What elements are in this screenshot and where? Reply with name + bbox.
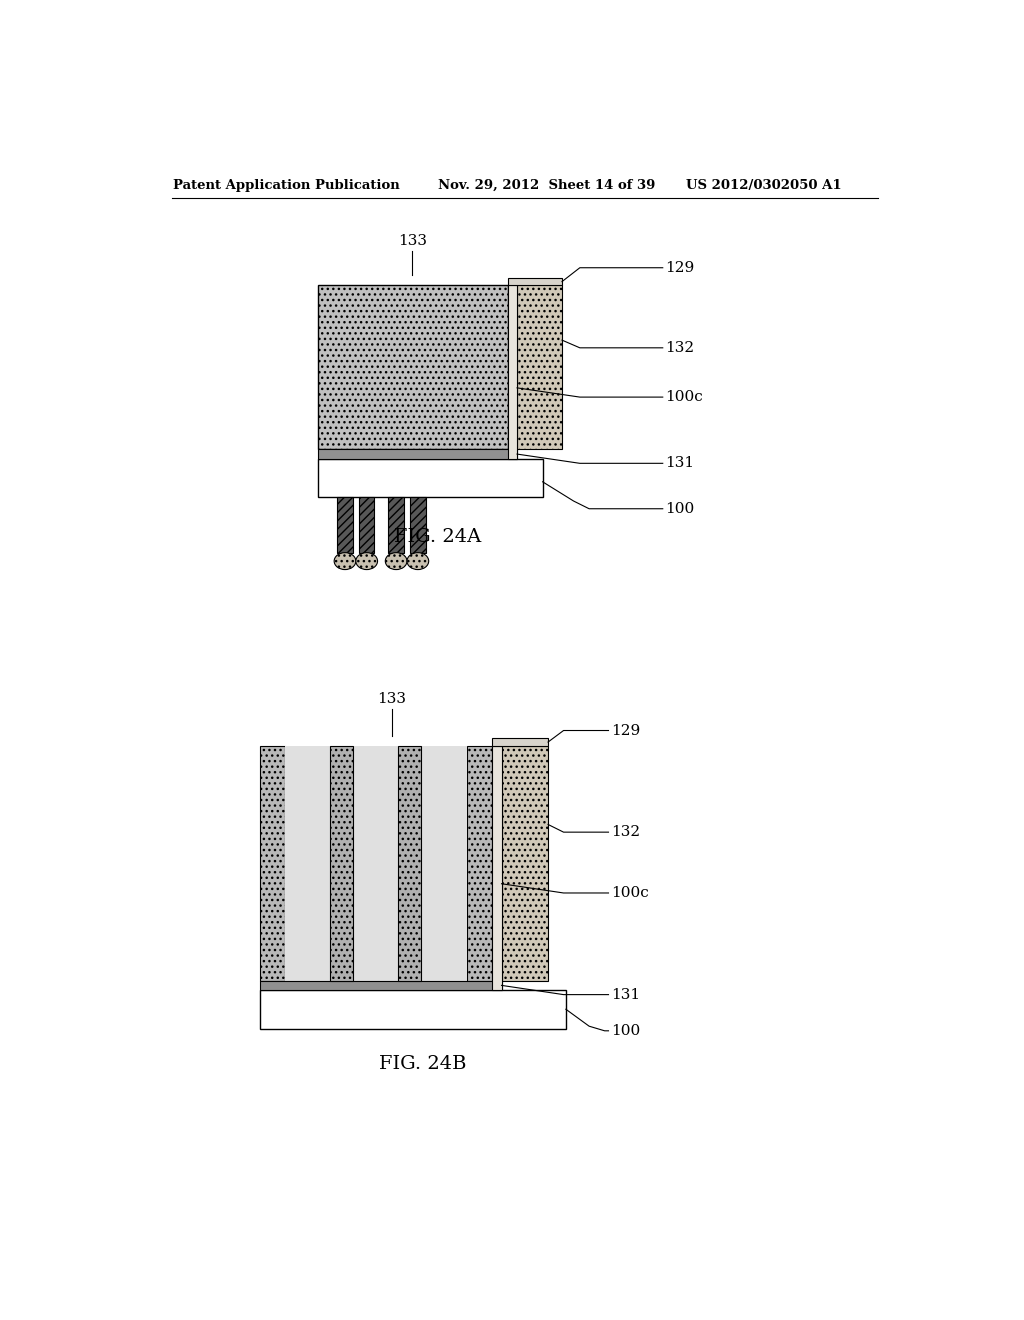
Text: 100c: 100c xyxy=(665,391,702,404)
Text: 129: 129 xyxy=(611,723,640,738)
Bar xyxy=(260,746,285,981)
Bar xyxy=(410,498,426,553)
Text: 132: 132 xyxy=(611,825,640,840)
Text: 133: 133 xyxy=(398,235,427,248)
Bar xyxy=(330,746,352,981)
Text: 131: 131 xyxy=(611,987,640,1002)
Bar xyxy=(397,746,421,981)
Bar xyxy=(493,746,502,990)
Bar xyxy=(508,285,517,459)
Text: FIG. 24B: FIG. 24B xyxy=(379,1056,466,1073)
Text: Nov. 29, 2012  Sheet 14 of 39: Nov. 29, 2012 Sheet 14 of 39 xyxy=(438,180,655,193)
Bar xyxy=(517,285,562,449)
Bar xyxy=(508,277,562,285)
Bar xyxy=(260,981,502,990)
Text: 100c: 100c xyxy=(611,886,648,900)
Bar xyxy=(285,746,467,981)
Bar xyxy=(317,459,543,498)
Text: 133: 133 xyxy=(377,692,406,706)
Text: 131: 131 xyxy=(665,457,694,470)
Bar xyxy=(317,449,517,459)
Ellipse shape xyxy=(356,553,378,570)
Bar xyxy=(260,990,566,1028)
Text: 100: 100 xyxy=(665,502,694,516)
Text: FIG. 24A: FIG. 24A xyxy=(394,528,481,546)
Bar xyxy=(467,746,493,981)
Bar xyxy=(493,738,548,746)
Text: US 2012/0302050 A1: US 2012/0302050 A1 xyxy=(686,180,842,193)
Text: 129: 129 xyxy=(665,261,694,275)
Bar xyxy=(317,285,508,449)
Text: 100: 100 xyxy=(611,1024,640,1038)
Ellipse shape xyxy=(334,553,356,570)
Text: Patent Application Publication: Patent Application Publication xyxy=(173,180,399,193)
Bar xyxy=(359,498,375,553)
Bar xyxy=(388,498,403,553)
Bar xyxy=(337,498,352,553)
Bar xyxy=(502,746,548,981)
Text: 132: 132 xyxy=(665,341,694,355)
Ellipse shape xyxy=(385,553,407,570)
Ellipse shape xyxy=(407,553,429,570)
